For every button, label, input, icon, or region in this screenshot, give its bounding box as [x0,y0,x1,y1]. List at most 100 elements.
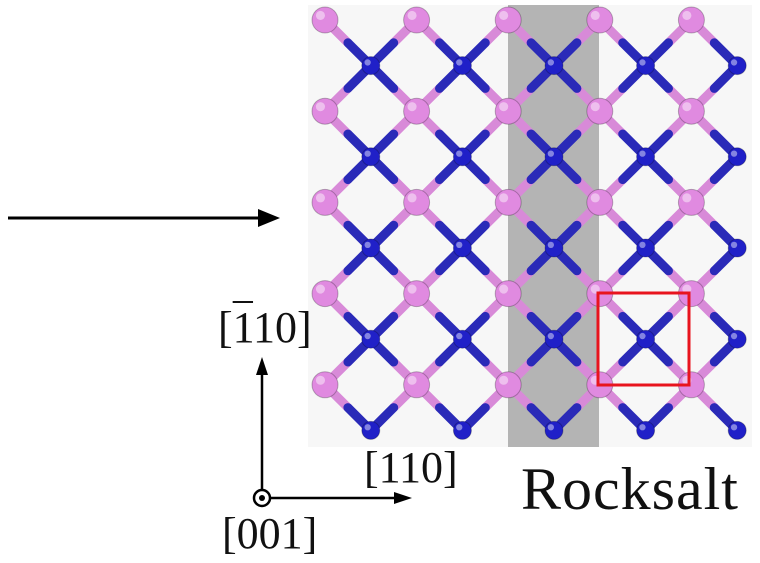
atom-highlight [547,59,554,66]
cation-atom [727,56,747,76]
atom-highlight [456,332,463,340]
atom-highlight [499,284,509,294]
cation-atom [727,329,747,349]
anion-atom [586,97,614,125]
cation-atom [361,329,381,349]
atom-highlight [639,150,646,157]
anion-atom [311,188,339,216]
atom-highlight [547,424,554,431]
cation-atom [361,238,381,258]
atom-highlight [547,241,554,249]
anion-atom [586,6,614,34]
anion-atom [403,97,431,125]
atom-highlight [499,375,509,385]
atom-highlight [456,241,463,249]
atom-highlight [639,241,646,249]
atom-highlight [315,10,326,20]
cation-atom [361,147,381,167]
anion-atom [494,6,522,34]
atom-highlight [730,424,738,431]
atom-highlight [590,193,600,203]
anion-atom [677,97,705,125]
atom-highlight [730,332,738,340]
out-of-plane-dot-icon [252,488,272,508]
anion-atom [494,371,522,399]
atom-highlight [407,10,417,20]
anion-atom [494,188,522,216]
atom-highlight [499,102,509,112]
structure-title: Rocksalt [521,456,739,522]
atom-highlight [682,10,692,20]
atom-highlight [639,332,646,340]
atom-highlight [407,375,417,385]
cation-atom [636,56,656,76]
cation-atom [727,420,747,440]
atom-highlight [590,10,600,20]
anion-atom [403,280,431,308]
atom-highlight [730,241,738,249]
atom-highlight [315,102,326,112]
cation-atom [544,147,564,167]
atom-highlight [682,284,692,294]
atom-highlight [407,193,417,203]
cation-atom [452,329,472,349]
atom-highlight [639,424,646,431]
anion-atom [403,188,431,216]
atom-highlight [364,241,371,249]
atom-highlight [364,59,371,66]
atom-highlight [407,284,417,294]
anion-atom [403,371,431,399]
cation-atom [636,238,656,258]
atom-highlight [315,375,326,385]
anion-atom [311,6,339,34]
cation-atom [727,238,747,258]
cation-atom [636,147,656,167]
atom-highlight [639,59,646,66]
anion-atom [311,97,339,125]
atom-highlight [730,150,738,157]
atom-highlight [315,193,326,203]
atom-highlight [407,102,417,112]
atom-highlight [315,284,326,294]
cation-atom [544,420,564,440]
horizontal-axis-label: [110] [364,443,458,492]
cation-atom [452,420,472,440]
atom-highlight [682,102,692,112]
cation-atom [636,420,656,440]
atom-highlight [590,102,600,112]
anion-atom [403,6,431,34]
atom-highlight [456,424,463,431]
atom-highlight [456,59,463,66]
cation-atom [452,56,472,76]
anion-atom [494,97,522,125]
atom-highlight [590,284,600,294]
axis-arrow-icon [256,357,412,504]
anion-atom [677,188,705,216]
atom-highlight [364,150,371,157]
anion-atom [494,280,522,308]
cation-atom [544,238,564,258]
atom-highlight [682,193,692,203]
anion-atom [311,280,339,308]
vertical-axis-label: [110] [218,303,312,352]
unit-cell-box [596,291,691,387]
out-of-plane-axis-label: [001] [222,509,318,558]
atom-highlight [456,150,463,157]
cation-atom [452,147,472,167]
cation-atom [636,329,656,349]
cation-atom [452,238,472,258]
anion-atom [586,188,614,216]
cation-atom [727,147,747,167]
anion-atom [677,6,705,34]
atom-highlight [547,150,554,157]
cation-atom [544,56,564,76]
incident-arrow-icon [8,209,280,227]
atom-lattice [311,6,747,440]
anion-atom [311,371,339,399]
atom-highlight [730,59,738,66]
cation-atom [544,329,564,349]
atom-highlight [499,193,509,203]
cation-atom [361,56,381,76]
cation-atom [361,420,381,440]
